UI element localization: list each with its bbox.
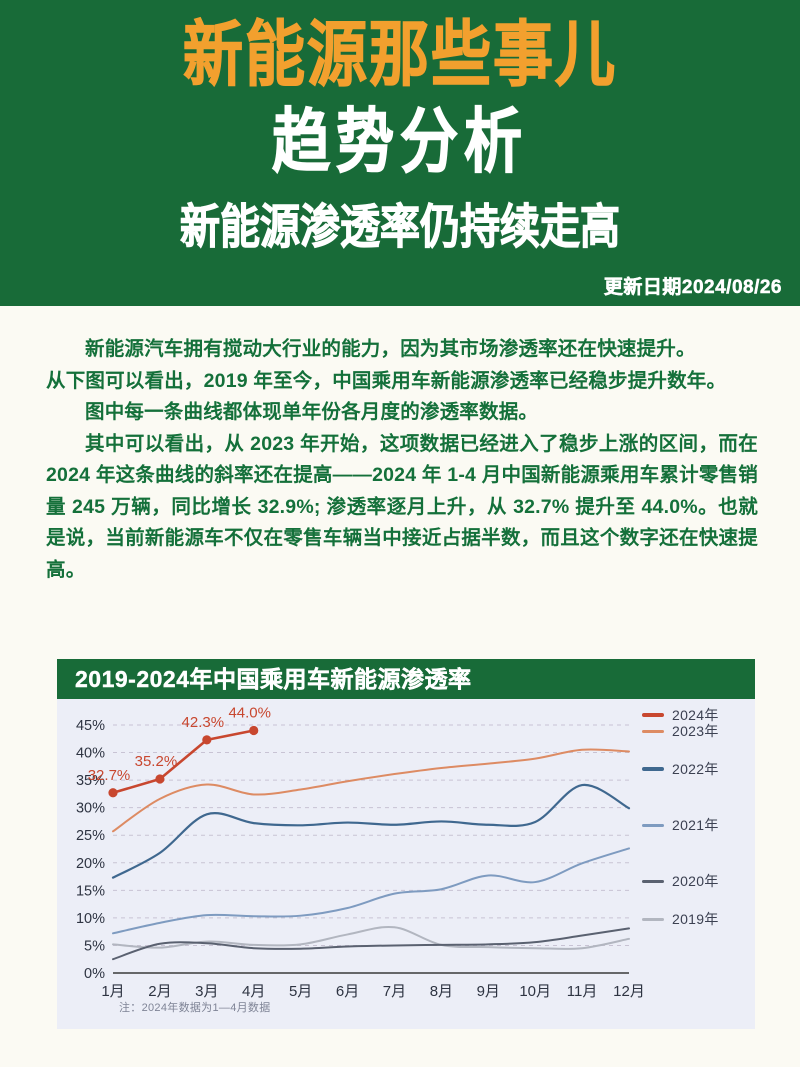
paragraph-3: 图中每一条曲线都体现单年份各月度的渗透率数据。 xyxy=(85,401,539,423)
data-point-marker xyxy=(155,774,165,784)
legend-swatch-icon xyxy=(642,879,664,883)
legend-item-2021年[interactable]: 2021年 xyxy=(642,817,752,833)
legend-swatch-icon xyxy=(642,917,664,921)
page-subtitle: 趋势分析 xyxy=(271,103,528,182)
chart-title: 2019-2024年中国乘用车新能源渗透率 xyxy=(57,659,755,699)
legend-swatch-icon xyxy=(642,767,664,771)
y-axis-tick-label: 20% xyxy=(76,856,105,872)
x-axis-tick-label: 11月 xyxy=(567,983,598,1000)
legend-label: 2022年 xyxy=(672,761,719,777)
data-point-label: 32.7% xyxy=(88,767,131,784)
x-axis-tick-label: 1月 xyxy=(101,983,124,1000)
legend-item-2023年[interactable]: 2023年 xyxy=(642,723,752,739)
x-axis-tick-label: 12月 xyxy=(613,983,645,1000)
chart-card: 2019-2024年中国乘用车新能源渗透率 0% 5% 10% 15% 20% 25% 30… xyxy=(57,659,755,1029)
series-line-2022年 xyxy=(111,783,631,879)
legend-swatch-icon xyxy=(642,823,664,827)
legend-label: 2020年 xyxy=(672,873,719,889)
legend-item-2024年[interactable]: 2024年 xyxy=(642,707,752,723)
x-axis-tick-label: 6月 xyxy=(336,983,359,1000)
chart-legend: 2024年 2023年 2022年 2021年 2020年 2019年 xyxy=(642,707,752,927)
chart-footnote: 注：2024年数据为1—4月数据 xyxy=(119,1002,271,1014)
chart-plot-area: 0% 5% 10% 15% 20% 25% 30% 35% 40% 45% 1月 2月 3月 4月 5月 6月… xyxy=(57,699,755,1029)
article-body: 新能源汽车拥有搅动大行业的能力，因为其市场渗透率还在快速提升。 从下图可以看出，… xyxy=(46,334,758,586)
series-line-2020年 xyxy=(112,927,630,961)
y-axis-tick-label: 0% xyxy=(84,966,105,982)
y-axis-tick-label: 5% xyxy=(84,938,105,954)
data-point-label: 44.0% xyxy=(228,705,271,722)
legend-swatch-icon xyxy=(642,729,664,733)
legend-item-2019年[interactable]: 2019年 xyxy=(642,911,752,927)
paragraph-1: 新能源汽车拥有搅动大行业的能力，因为其市场渗透率还在快速提升。 xyxy=(85,338,696,360)
x-axis-tick-label: 8月 xyxy=(430,983,453,1000)
y-axis-tick-label: 25% xyxy=(76,828,105,844)
page-tagline: 新能源渗透率仍持续走高 xyxy=(180,201,621,254)
y-axis-tick-label: 15% xyxy=(76,883,105,899)
series-line-2019年 xyxy=(112,925,630,950)
page-title: 新能源那些事儿 xyxy=(183,14,617,97)
y-axis-tick-label: 35% xyxy=(76,773,105,789)
y-axis-tick-label: 10% xyxy=(76,911,105,927)
line-chart-svg: 0% 5% 10% 15% 20% 25% 30% 35% 40% 45% 1月 2月 3月 4月 5月 6月… xyxy=(76,705,645,1000)
data-point-marker xyxy=(108,788,118,798)
y-axis-tick-label: 30% xyxy=(76,801,105,817)
x-axis-tick-label: 9月 xyxy=(477,983,500,1000)
header-banner: 新能源那些事儿 趋势分析 新能源渗透率仍持续走高 更新日期2024/08/26 xyxy=(0,0,800,306)
data-point-label: 42.3% xyxy=(182,714,225,731)
paragraph-4: 其中可以看出，从 2023 年开始，这项数据已经进入了稳步上涨的区间，而在 20… xyxy=(46,432,758,581)
legend-item-2020年[interactable]: 2020年 xyxy=(642,873,752,889)
legend-swatch-icon xyxy=(642,713,664,717)
series-line-2021年 xyxy=(112,847,630,935)
paragraph-2: 从下图可以看出，2019 年至今，中国乘用车新能源渗透率已经稳步提升数年。 xyxy=(46,369,727,392)
legend-label: 2024年 xyxy=(672,707,719,723)
legend-label: 2021年 xyxy=(672,817,719,833)
x-axis-tick-label: 2月 xyxy=(148,983,171,1000)
legend-label: 2023年 xyxy=(672,723,719,739)
series-line-2023年 xyxy=(112,748,630,833)
data-point-label: 35.2% xyxy=(135,753,178,770)
update-date: 更新日期2024/08/26 xyxy=(603,277,782,299)
data-point-marker xyxy=(249,725,259,736)
x-axis-tick-label: 3月 xyxy=(195,983,218,1000)
y-axis-tick-label: 40% xyxy=(76,746,105,762)
legend-item-2022年[interactable]: 2022年 xyxy=(642,761,752,777)
x-axis-tick-label: 7月 xyxy=(383,983,406,1000)
legend-label: 2019年 xyxy=(672,911,719,927)
x-axis-tick-label: 10月 xyxy=(519,983,551,1000)
y-axis-tick-label: 45% xyxy=(76,718,105,734)
x-axis-tick-label: 4月 xyxy=(242,983,265,1000)
series-line-2024年 xyxy=(111,729,256,795)
x-axis-tick-label: 5月 xyxy=(289,983,312,1000)
data-point-marker xyxy=(202,735,212,745)
